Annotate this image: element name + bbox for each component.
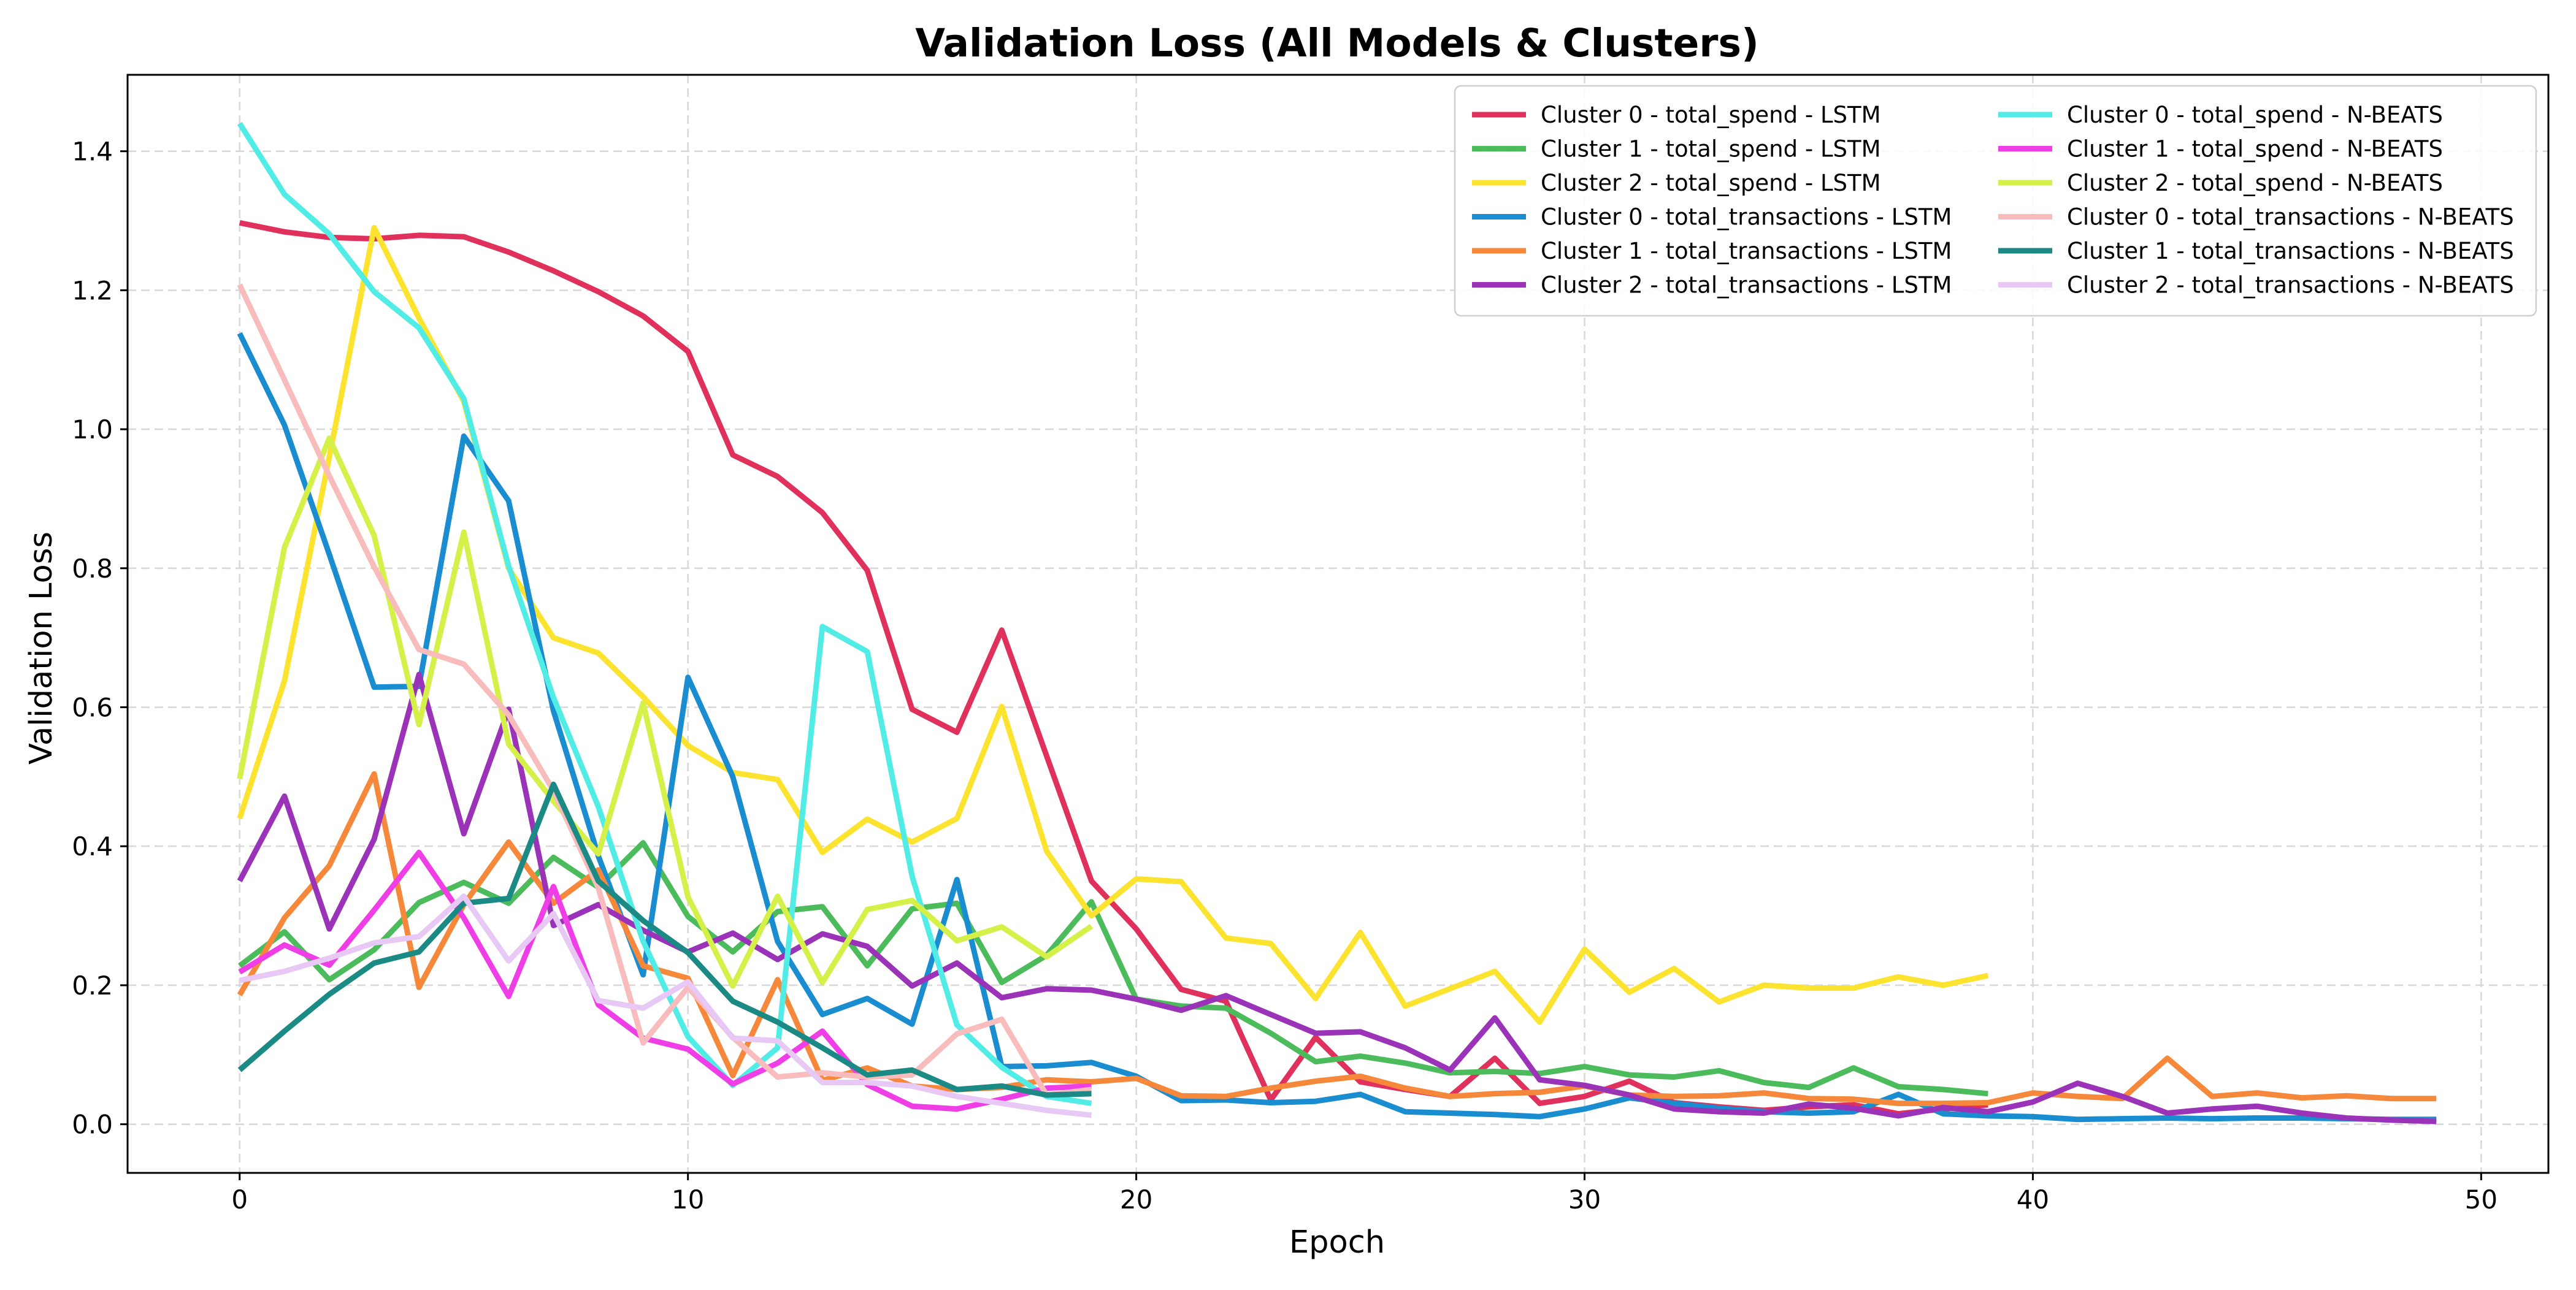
x-tick-label: 50	[2465, 1185, 2497, 1215]
chart-title: Validation Loss (All Models & Clusters)	[915, 21, 1759, 66]
legend-label: Cluster 1 - total_transactions - N-BEATS	[2067, 238, 2514, 264]
legend-label: Cluster 2 - total_transactions - N-BEATS	[2067, 272, 2514, 299]
y-axis-label: Validation Loss	[23, 532, 59, 765]
y-tick-label: 1.0	[72, 414, 113, 445]
y-tick-label: 1.4	[72, 137, 113, 167]
x-tick-label: 10	[672, 1185, 704, 1215]
legend-label: Cluster 0 - total_spend - N-BEATS	[2067, 102, 2443, 128]
legend-label: Cluster 2 - total_spend - N-BEATS	[2067, 170, 2443, 196]
tick-layer: 0 10 20 30 40 50 0.0 0.2 0.4 0.6 0.8 1.0 1.2 1.4	[72, 137, 2497, 1215]
series-line-8	[237, 435, 1094, 989]
y-tick-label: 0.6	[72, 693, 113, 723]
legend-label: Cluster 1 - total_transactions - LSTM	[1541, 238, 1952, 264]
series-line-6	[237, 121, 1092, 1107]
x-tick-label: 30	[1568, 1185, 1601, 1215]
y-tick-label: 0.2	[72, 971, 113, 1001]
legend-label: Cluster 2 - total_spend - LSTM	[1541, 170, 1881, 196]
y-tick-label: 0.4	[72, 831, 113, 861]
y-tick-label: 0.8	[72, 554, 113, 584]
legend-label: Cluster 0 - total_transactions - LSTM	[1541, 204, 1952, 231]
x-tick-label: 20	[1120, 1185, 1152, 1215]
x-tick-label: 0	[231, 1185, 248, 1215]
legend-label: Cluster 0 - total_transactions - N-BEATS	[2067, 204, 2514, 231]
legend-label: Cluster 2 - total_transactions - LSTM	[1541, 272, 1952, 299]
legend: Cluster 0 - total_spend - LSTM Cluster 1 …	[1454, 85, 2537, 317]
series-line-7	[238, 849, 1092, 1112]
legend-label: Cluster 1 - total_spend - LSTM	[1541, 136, 1881, 162]
series-line-9	[237, 283, 1092, 1098]
legend-box	[1454, 85, 2537, 317]
x-axis-label: Epoch	[1289, 1224, 1385, 1261]
y-tick-label: 1.2	[72, 275, 113, 305]
series-layer	[237, 121, 2437, 1124]
series-line-10	[237, 781, 1092, 1098]
legend-label: Cluster 0 - total_spend - LSTM	[1541, 102, 1881, 128]
legend-label: Cluster 1 - total_spend - N-BEATS	[2067, 136, 2443, 162]
series-line-1	[237, 840, 1988, 1097]
series-line-11	[239, 893, 1092, 1118]
x-tick-label: 40	[2017, 1185, 2049, 1215]
series-line-3	[237, 332, 2437, 1123]
plot-frame	[126, 74, 2550, 1174]
y-tick-label: 0.0	[72, 1110, 113, 1140]
